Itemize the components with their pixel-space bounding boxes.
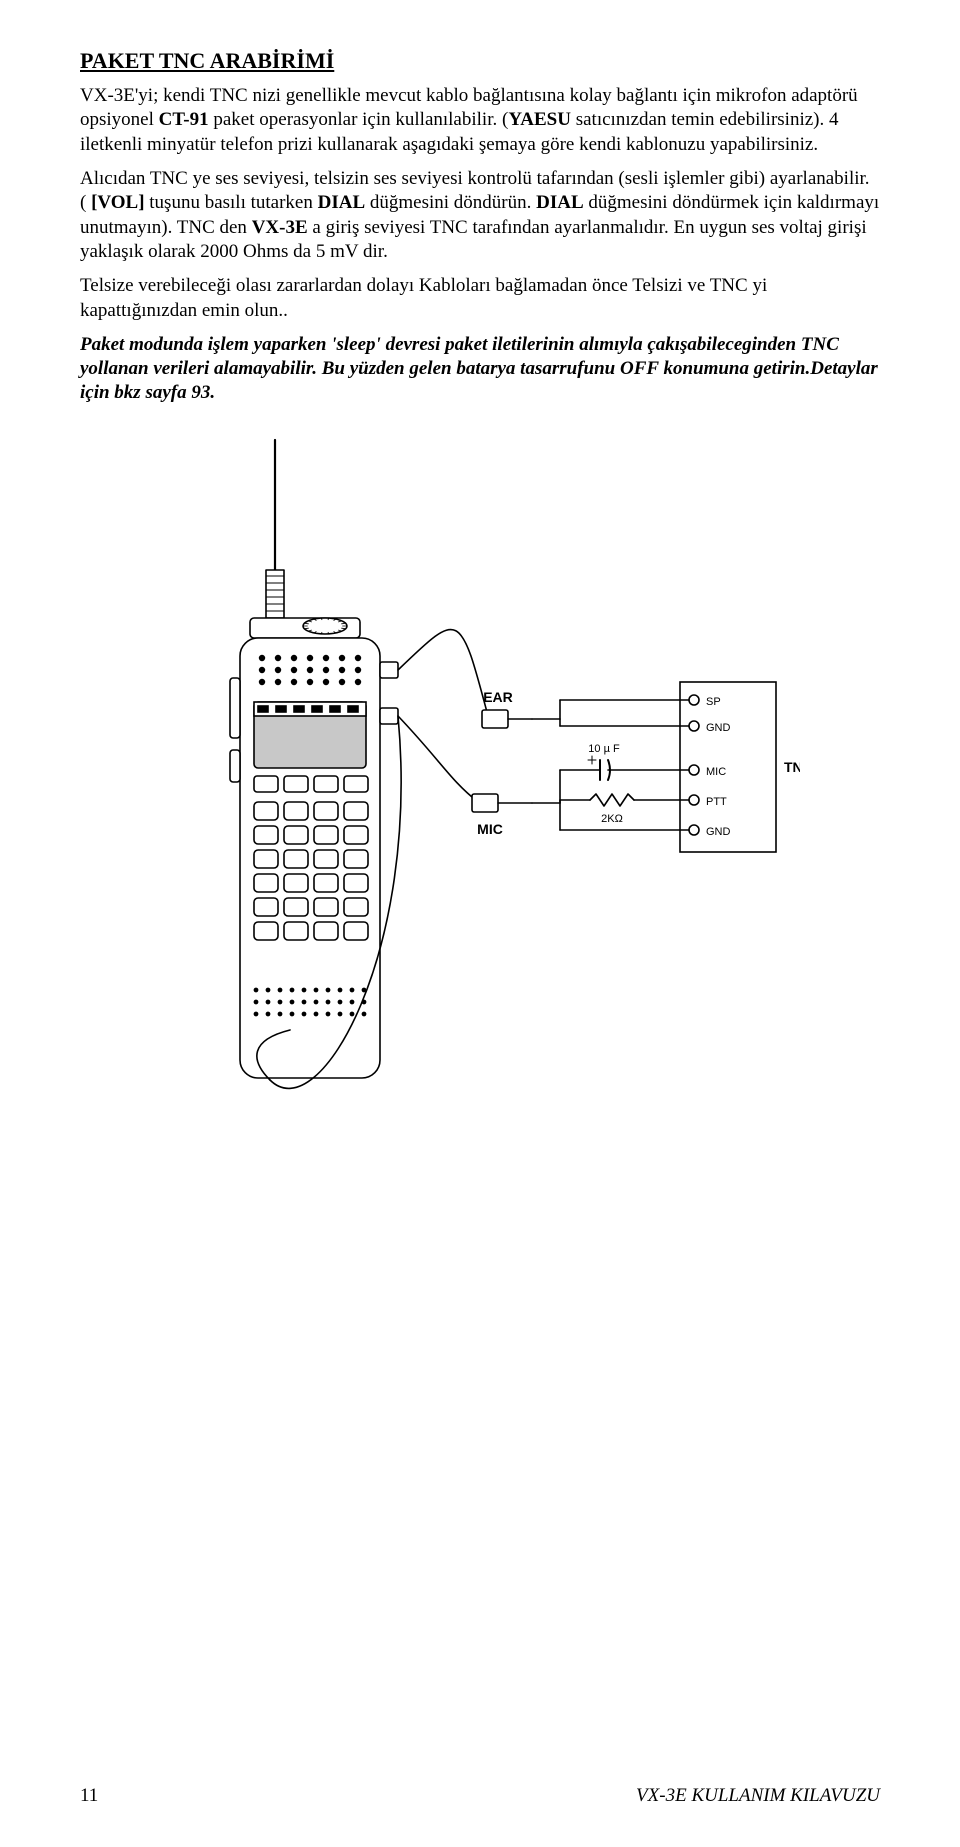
text-bold: DIAL (318, 192, 366, 213)
wiring-diagram-svg: EAR MIC TNC SP GND MIC PTT GND 10 µ F 2KΩ (160, 430, 800, 1150)
text-bold: DIAL (536, 192, 584, 213)
manual-title: VX-3E KULLANIM KILAVUZU (636, 1785, 880, 1807)
text-bold: YAESU (508, 109, 571, 130)
text: tuşunu basılı tutarken (145, 192, 318, 213)
page-number: 11 (80, 1785, 98, 1807)
svg-text:GND: GND (706, 826, 731, 838)
svg-text:EAR: EAR (483, 689, 513, 705)
svg-text:2KΩ: 2KΩ (601, 813, 623, 825)
paragraph-2: Alıcıdan TNC ye ses seviyesi, telsizin s… (80, 167, 880, 264)
text-bold: [VOL] (91, 192, 144, 213)
page-footer: 11 VX-3E KULLANIM KILAVUZU (80, 1785, 880, 1807)
text: düğmesini döndürün. (365, 192, 536, 213)
text-bold: CT-91 (159, 109, 209, 130)
svg-text:MIC: MIC (706, 766, 726, 778)
wiring-diagram: EAR MIC TNC SP GND MIC PTT GND 10 µ F 2KΩ (80, 430, 880, 1150)
paragraph-1: VX-3E'yi; kendi TNC nizi genellikle mevc… (80, 84, 880, 157)
paragraph-3: Telsize verebileceği olası zararlardan d… (80, 274, 880, 323)
paragraph-4: Paket modunda işlem yaparken 'sleep' dev… (80, 333, 880, 406)
page-title: PAKET TNC ARABİRİMİ (80, 48, 880, 74)
svg-text:TNC: TNC (784, 759, 800, 775)
svg-text:MIC: MIC (477, 821, 503, 837)
svg-text:SP: SP (706, 696, 721, 708)
svg-text:10 µ F: 10 µ F (588, 743, 620, 755)
svg-text:PTT: PTT (706, 796, 727, 808)
text-bold: VX-3E (252, 217, 308, 238)
svg-text:GND: GND (706, 722, 731, 734)
text: paket operasyonlar için kullanılabilir. … (209, 109, 509, 130)
